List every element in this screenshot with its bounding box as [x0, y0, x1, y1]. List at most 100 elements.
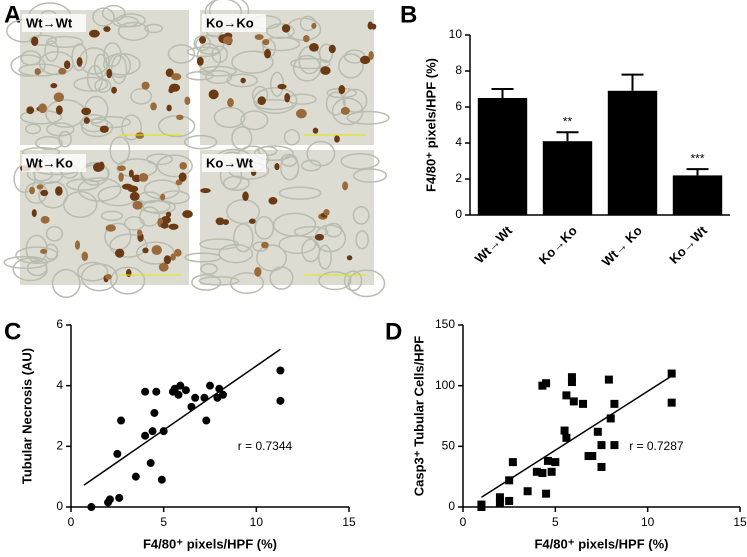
stained-cell	[50, 83, 58, 89]
point	[159, 427, 168, 436]
stained-cell	[138, 173, 149, 182]
tissue	[184, 252, 222, 263]
x-tick-label: 5	[552, 515, 559, 529]
point	[141, 387, 150, 396]
stained-cell	[160, 222, 169, 229]
tissue	[26, 259, 48, 277]
y-tick-label: 2	[56, 439, 63, 453]
point	[562, 391, 571, 400]
x-tick-label: 5	[160, 515, 167, 529]
y-axis-label: Casp3⁺ Tubular Cells/HPF	[411, 336, 426, 497]
stained-cell	[129, 191, 140, 201]
point	[505, 496, 514, 505]
tissue	[34, 135, 63, 151]
point	[597, 441, 606, 450]
point	[117, 416, 126, 425]
stained-cell	[312, 127, 319, 134]
point	[191, 393, 200, 402]
x-tick-label: 0	[68, 515, 75, 529]
stained-cell	[281, 24, 291, 33]
y-tick-label: 0	[455, 207, 462, 221]
point	[606, 414, 615, 423]
stained-cell	[334, 135, 340, 143]
point	[141, 431, 150, 440]
point	[551, 458, 560, 467]
tissue	[200, 263, 218, 275]
stained-cell	[83, 117, 90, 124]
stained-cell	[168, 223, 179, 230]
micrograph-label: Wt→Ko	[26, 155, 73, 170]
point	[523, 487, 532, 496]
stained-cell	[323, 208, 330, 216]
point	[579, 399, 588, 408]
y-tick-label: 6	[56, 317, 63, 331]
point	[174, 390, 183, 399]
point	[505, 476, 514, 485]
stained-cell	[166, 104, 172, 112]
tissue	[324, 222, 343, 238]
stained-cell	[222, 36, 233, 45]
y-tick-label: 10	[449, 27, 463, 41]
stained-cell	[58, 67, 67, 75]
stained-cell	[103, 26, 111, 33]
tissue	[211, 45, 228, 64]
y-tick-label: 50	[442, 439, 456, 453]
tissue	[346, 110, 390, 125]
tissue	[73, 76, 109, 92]
significance: **	[563, 114, 573, 128]
point	[187, 402, 196, 411]
stained-cell	[174, 248, 182, 257]
point	[152, 387, 161, 396]
point	[157, 475, 166, 484]
point	[667, 398, 676, 407]
tissue	[226, 73, 259, 88]
stained-cell	[136, 229, 143, 236]
stained-cell	[38, 103, 47, 114]
stained-cell	[254, 267, 262, 277]
bar	[542, 141, 593, 215]
label-bg	[202, 14, 266, 32]
tissue	[93, 53, 108, 79]
stained-cell	[240, 77, 246, 84]
stained-cell	[142, 247, 149, 254]
point	[215, 384, 224, 393]
point	[181, 386, 190, 395]
stained-cell	[163, 255, 172, 265]
stained-cell	[150, 102, 157, 111]
tissue	[256, 244, 287, 272]
error-bar	[491, 88, 514, 98]
stained-cell	[196, 56, 204, 66]
stained-cell	[76, 57, 83, 67]
tissue	[290, 57, 331, 70]
point	[610, 399, 619, 408]
tissue	[80, 161, 110, 186]
stained-cell	[340, 106, 350, 115]
stained-cell	[63, 60, 71, 70]
stained-cell	[303, 35, 310, 43]
x-tick-label: 10	[641, 515, 655, 529]
x-tick-label: 15	[733, 515, 747, 529]
stained-cell	[264, 48, 271, 59]
point	[150, 408, 159, 417]
point	[610, 441, 619, 450]
point	[176, 381, 185, 390]
point	[206, 381, 214, 390]
stained-cell	[368, 50, 374, 60]
point	[567, 378, 576, 387]
stained-cell	[105, 224, 116, 232]
stained-cell	[268, 197, 278, 205]
stained-cell	[128, 169, 134, 178]
stained-cell	[161, 216, 171, 224]
panel-label: C	[4, 318, 21, 345]
tissue	[44, 40, 59, 62]
x-tick-label: Wt→Wt	[472, 222, 516, 266]
y-axis-label: F4/80⁺ pixels/HPF (%)	[423, 58, 438, 192]
micrograph-label: Wt→Wt	[26, 15, 73, 30]
point	[87, 503, 96, 511]
tissue	[196, 42, 222, 73]
tissue	[254, 216, 275, 240]
y-tick-label: 0	[56, 499, 63, 513]
fit-line	[481, 375, 673, 498]
point	[562, 433, 571, 442]
